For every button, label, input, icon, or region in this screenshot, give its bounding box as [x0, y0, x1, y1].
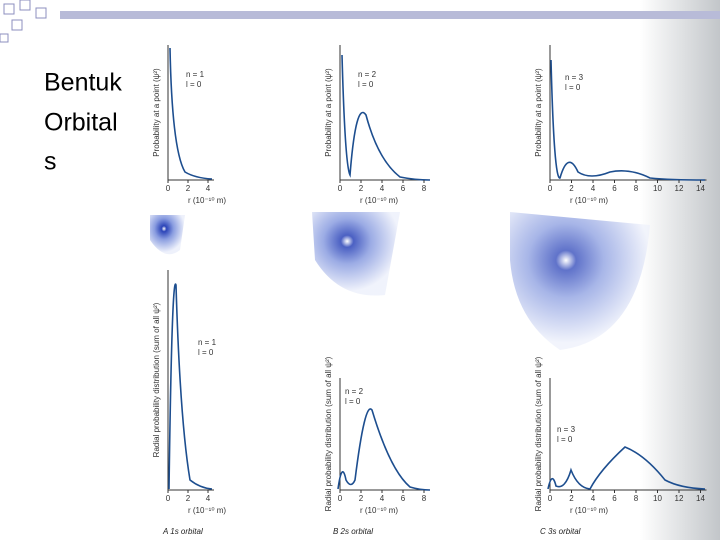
- x-axis-label: r (10⁻¹⁰ m): [570, 196, 608, 205]
- slide-title: s: [44, 148, 57, 176]
- x-axis-label: r (10⁻¹⁰ m): [570, 506, 608, 515]
- x-tick-label: 0: [166, 494, 171, 503]
- x-tick-label: 0: [166, 184, 171, 193]
- x-axis-label: r (10⁻¹⁰ m): [360, 196, 398, 205]
- x-tick-label: 8: [422, 184, 427, 193]
- x-tick-label: 4: [380, 184, 385, 193]
- quantum-numbers: n = 1: [198, 338, 217, 347]
- panel-caption: C 3s orbital: [540, 527, 581, 536]
- curve: [168, 283, 213, 490]
- y-axis-label: Radial probability distribution (sum of …: [324, 356, 333, 511]
- x-tick-label: 6: [401, 494, 406, 503]
- quantum-numbers: n = 3: [557, 425, 576, 434]
- curve: [550, 59, 706, 181]
- x-tick-label: 10: [653, 184, 662, 193]
- x-tick-label: 8: [422, 494, 427, 503]
- x-tick-label: 2: [186, 494, 191, 503]
- quantum-numbers: n = 3: [565, 73, 584, 82]
- y-axis-label: Probability at a point (ψ²): [152, 68, 161, 157]
- axis: [167, 45, 214, 181]
- slide-decoration: [0, 0, 720, 43]
- y-axis-label: Radial probability distribution (sum of …: [534, 356, 543, 511]
- x-tick-label: 14: [696, 494, 705, 503]
- y-axis-label: Probability at a point (ψ²): [324, 68, 333, 157]
- quantum-numbers: l = 0: [358, 80, 374, 89]
- curve: [337, 408, 431, 491]
- curve: [341, 54, 431, 181]
- y-axis-label: Radial probability distribution (sum of …: [152, 302, 161, 457]
- x-tick-label: 4: [591, 494, 596, 503]
- x-tick-label: 6: [401, 184, 406, 193]
- x-axis-label: r (10⁻¹⁰ m): [188, 196, 226, 205]
- x-tick-label: 4: [206, 494, 211, 503]
- x-tick-label: 10: [653, 494, 662, 503]
- quantum-numbers: n = 1: [186, 70, 205, 79]
- axis: [167, 270, 214, 491]
- plots: 0 2 4 r (10⁻¹⁰ m) Probability at a point (ψ²…: [152, 45, 707, 536]
- x-tick-label: 0: [338, 184, 343, 193]
- x-tick-label: 14: [696, 184, 705, 193]
- panel-caption: A 1s orbital: [162, 527, 203, 536]
- quantum-numbers: l = 0: [186, 80, 202, 89]
- x-tick-label: 4: [206, 184, 211, 193]
- panel-caption: B 2s orbital: [333, 527, 373, 536]
- page-edge: [640, 0, 720, 540]
- y-axis-label: Probability at a point (ψ²): [534, 68, 543, 157]
- slide-title: Orbital: [44, 109, 118, 137]
- quantum-numbers: l = 0: [345, 397, 361, 406]
- x-tick-label: 0: [548, 494, 553, 503]
- x-tick-label: 2: [359, 184, 364, 193]
- x-tick-label: 4: [591, 184, 596, 193]
- x-tick-label: 2: [569, 494, 574, 503]
- x-tick-label: 6: [612, 494, 617, 503]
- quantum-numbers: l = 0: [198, 348, 214, 357]
- quantum-numbers: l = 0: [565, 83, 581, 92]
- curve: [169, 47, 213, 180]
- x-tick-label: 8: [634, 494, 639, 503]
- slide-title: Bentuk: [44, 69, 122, 97]
- curve: [547, 446, 706, 490]
- x-tick-label: 4: [380, 494, 385, 503]
- quantum-numbers: n = 2: [345, 387, 364, 396]
- x-tick-label: 2: [359, 494, 364, 503]
- x-axis-label: r (10⁻¹⁰ m): [360, 506, 398, 515]
- x-tick-label: 0: [338, 494, 343, 503]
- x-tick-label: 12: [675, 494, 684, 503]
- x-tick-label: 6: [612, 184, 617, 193]
- quantum-numbers: n = 2: [358, 70, 377, 79]
- x-tick-label: 8: [634, 184, 639, 193]
- quantum-numbers: l = 0: [557, 435, 573, 444]
- x-tick-label: 2: [186, 184, 191, 193]
- x-tick-label: 2: [569, 184, 574, 193]
- x-tick-label: 12: [675, 184, 684, 193]
- x-tick-label: 0: [548, 184, 553, 193]
- x-axis-label: r (10⁻¹⁰ m): [188, 506, 226, 515]
- orbital-images: [150, 212, 650, 350]
